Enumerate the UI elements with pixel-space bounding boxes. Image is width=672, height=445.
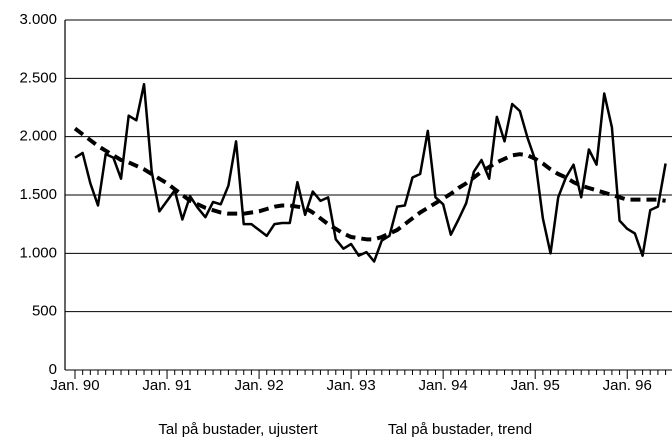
x-tick-label: Jan. 91	[142, 377, 191, 394]
legend-label: Tal på bustader, trend	[388, 421, 532, 438]
x-tick-label: Jan. 96	[603, 377, 652, 394]
y-tick-label: 1.000	[19, 244, 57, 261]
y-tick-label: 1.500	[19, 186, 57, 203]
x-tick-label: Jan. 94	[419, 377, 468, 394]
y-tick-label: 3.000	[19, 11, 57, 28]
legend-label: Tal på bustader, ujustert	[158, 421, 318, 438]
series-line	[73, 126, 666, 242]
x-tick-label: Jan. 95	[511, 377, 560, 394]
y-tick-label: 0	[49, 361, 57, 378]
y-tick-label: 2.500	[19, 69, 57, 86]
y-tick-label: 2.000	[19, 128, 57, 145]
x-tick-label: Jan. 93	[327, 377, 376, 394]
series-line	[74, 82, 667, 263]
x-tick-label: Jan. 90	[50, 377, 99, 394]
y-tick-label: 500	[32, 303, 57, 320]
x-tick-label: Jan. 92	[234, 377, 283, 394]
